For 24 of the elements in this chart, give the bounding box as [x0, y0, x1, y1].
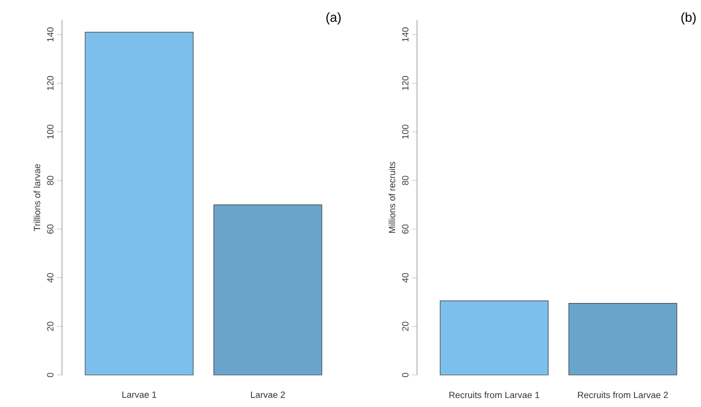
y-tick-label: 140: [402, 27, 408, 42]
y-tick-label: 120: [47, 76, 54, 90]
y-tick-label: 140: [47, 27, 54, 42]
x-tick-label: Recruits from Larvae 1: [449, 392, 540, 398]
y-axis-title: Trillions of larvae: [34, 164, 40, 232]
y-tick-label: 0: [47, 372, 54, 378]
chart-title: (b): [681, 12, 696, 24]
y-tick-label: 80: [402, 176, 408, 186]
y-tick-label: 120: [402, 76, 408, 90]
y-tick-label: 20: [47, 322, 54, 331]
y-tick-label: 60: [402, 224, 408, 234]
y-tick-label: 0: [402, 372, 408, 378]
y-tick-label: 100: [402, 124, 408, 139]
y-tick-label: 60: [47, 224, 54, 234]
x-tick-label: Recruits from Larvae 2: [578, 392, 668, 398]
y-tick-label: 80: [47, 176, 54, 186]
x-tick-label: Larvae 2: [251, 392, 285, 398]
y-tick-label: 100: [47, 124, 54, 139]
chart-title: (a): [326, 12, 341, 24]
x-tick-label: Larvae 1: [122, 392, 156, 398]
y-tick-label: 20: [402, 322, 408, 331]
y-axis-title: Millions of recruits: [388, 162, 396, 233]
y-tick-label: 40: [402, 273, 408, 283]
y-tick-label: 40: [47, 273, 54, 283]
